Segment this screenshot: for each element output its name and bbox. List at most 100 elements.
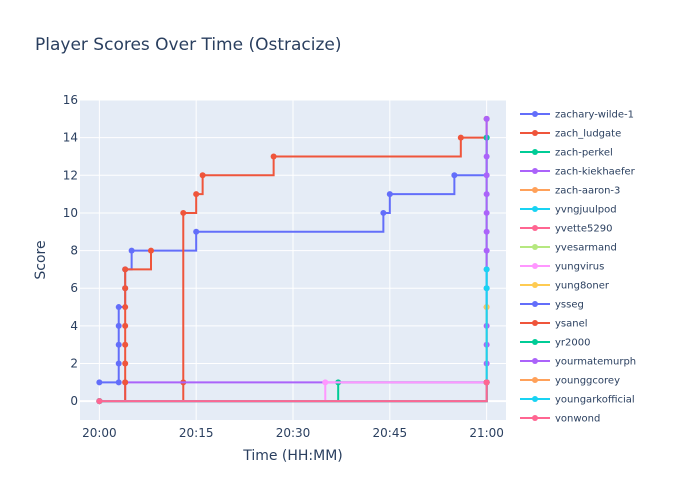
x-tick-label-1: 20:15: [179, 426, 214, 440]
legend-swatch-marker-zach-perkel: [532, 149, 538, 155]
series-point-zach-kiekhaefer-10: [483, 209, 490, 216]
series-point-zach_ludgate-3: [193, 191, 200, 198]
legend-item-yvngjuulpod[interactable]: yvngjuulpod: [520, 205, 617, 216]
y-tick-label-0: 0: [70, 394, 78, 408]
series-point-ysanel-4: [122, 322, 129, 329]
series-point-ysanel-3: [122, 341, 129, 348]
legend-label-yvesarmand: yvesarmand: [555, 243, 617, 254]
legend-label-yonwond: yonwond: [555, 414, 600, 425]
legend-swatch-marker-ysseg: [532, 301, 538, 307]
series-point-zachary-wilde-1-9: [193, 228, 200, 235]
legend-swatch-marker-younggcorey: [532, 377, 538, 383]
series-point-zachary-wilde-1-12: [451, 172, 458, 179]
traces: [96, 115, 490, 405]
legend-label-zach-aaron-3: zach-aaron-3: [555, 186, 620, 197]
plot-area: 0 2 4 6 8 10 12 14 16 20:00 20:15 20:30 20:45 21:00: [63, 93, 506, 440]
legend-items[interactable]: zachary-wilde-1 zach_ludgate zach-perkel za…: [520, 110, 636, 425]
series-point-zach-kiekhaefer-12: [483, 172, 490, 179]
x-axis-title: Time (HH:MM): [242, 448, 343, 464]
legend-item-zach-kiekhaefer[interactable]: zach-kiekhaefer: [520, 167, 636, 178]
legend-item-yvette5290[interactable]: yvette5290: [520, 224, 612, 235]
legend-label-ysanel: ysanel: [555, 319, 588, 330]
series-point-zachary-wilde-1-4: [115, 322, 122, 329]
series-point-zachary-wilde-1-8: [128, 247, 135, 254]
series-point-zach_ludgate-6: [457, 134, 464, 141]
legend-item-yungvirus[interactable]: yungvirus: [520, 262, 604, 273]
series-yonwond: [96, 379, 490, 405]
y-tick-label-7: 14: [63, 131, 78, 145]
legend-swatch-marker-youngarkofficial: [532, 396, 538, 402]
legend[interactable]: zachary-wilde-1 zach_ludgate zach-perkel za…: [520, 110, 636, 425]
series-point-zach-kiekhaefer-9: [483, 228, 490, 235]
legend-item-yvesarmand[interactable]: yvesarmand: [520, 243, 617, 254]
x-tick-label-4: 21:00: [469, 426, 504, 440]
legend-item-yonwond[interactable]: yonwond: [520, 414, 600, 425]
series-point-ysanel-8: [148, 247, 154, 254]
legend-item-yourmatemurph[interactable]: yourmatemurph: [520, 357, 636, 368]
legend-label-yvngjuulpod: yvngjuulpod: [555, 205, 617, 216]
legend-item-younggcorey[interactable]: younggcorey: [520, 376, 620, 387]
legend-swatch-marker-yr2000: [532, 339, 538, 345]
y-tick-label-4: 8: [70, 244, 78, 258]
series-point-zachary-wilde-1-10: [380, 209, 387, 216]
legend-item-youngarkofficial[interactable]: youngarkofficial: [520, 395, 635, 406]
legend-swatch-marker-zach-kiekhaefer: [532, 168, 538, 174]
series-point-youngarkofficial-1: [483, 285, 490, 292]
series-point-zachary-wilde-1-1: [115, 379, 122, 386]
series-point-yonwond-1: [483, 379, 490, 386]
legend-swatch-marker-yvngjuulpod: [532, 206, 538, 212]
legend-label-zach_ludgate: zach_ludgate: [555, 129, 621, 140]
legend-item-yung8oner[interactable]: yung8oner: [520, 281, 610, 292]
legend-swatch-marker-yvette5290: [532, 225, 538, 231]
series-point-yungvirus-1: [322, 379, 329, 386]
series-point-ysanel-1: [122, 379, 129, 386]
series-point-zach-kiekhaefer-11: [483, 191, 490, 198]
legend-swatch-marker-zach_ludgate: [532, 130, 538, 136]
legend-label-yungvirus: yungvirus: [555, 262, 604, 273]
legend-swatch-marker-yonwond: [532, 415, 538, 421]
y-tick-label-8: 16: [63, 93, 78, 107]
series-point-zach-kiekhaefer-14: [483, 115, 490, 122]
y-tick-label-6: 12: [63, 168, 78, 182]
legend-item-zachary-wilde-1[interactable]: zachary-wilde-1: [520, 110, 634, 121]
y-axis-title: Score: [33, 240, 49, 279]
legend-item-zach-aaron-3[interactable]: zach-aaron-3: [520, 186, 620, 197]
chart-title: Player Scores Over Time (Ostracize): [35, 35, 342, 55]
series-point-ysanel-5: [122, 304, 129, 311]
series-point-zach-kiekhaefer-8: [483, 247, 490, 254]
legend-label-yourmatemurph: yourmatemurph: [555, 357, 636, 368]
series-zachary-wilde-1: [96, 134, 490, 386]
series-line-yonwond: [99, 382, 488, 403]
series-line-zach_ludgate: [99, 118, 488, 403]
legend-swatch-marker-ysanel: [532, 320, 538, 326]
y-tick-label-2: 4: [70, 319, 78, 333]
legend-label-yung8oner: yung8oner: [555, 281, 610, 292]
legend-item-zach_ludgate[interactable]: zach_ludgate: [520, 129, 621, 140]
series-point-zachary-wilde-1-11: [386, 191, 393, 198]
legend-label-yr2000: yr2000: [555, 338, 590, 349]
legend-label-zach-kiekhaefer: zach-kiekhaefer: [555, 167, 636, 178]
y-tick-label-3: 6: [70, 281, 78, 295]
series-point-ysanel-2: [122, 360, 129, 367]
legend-swatch-marker-yvesarmand: [532, 244, 538, 250]
y-tick-label-1: 2: [70, 357, 78, 371]
x-tick-label-3: 20:45: [373, 426, 408, 440]
series-point-youngarkofficial-2: [483, 266, 490, 273]
series-point-ysanel-7: [122, 266, 129, 273]
legend-item-yr2000[interactable]: yr2000: [520, 338, 590, 349]
legend-item-ysanel[interactable]: ysanel: [520, 319, 588, 330]
series-point-zach_ludgate-4: [199, 172, 206, 179]
series-point-yonwond-0: [96, 398, 103, 405]
legend-label-zachary-wilde-1: zachary-wilde-1: [555, 110, 634, 121]
series-point-zach_ludgate-2: [180, 209, 187, 216]
series-point-zach-kiekhaefer-13: [483, 153, 490, 160]
series-point-ysanel-6: [122, 285, 129, 292]
legend-item-zach-perkel[interactable]: zach-perkel: [520, 148, 613, 159]
x-tick-label-0: 20:00: [82, 426, 117, 440]
legend-item-ysseg[interactable]: ysseg: [520, 300, 584, 311]
legend-label-zach-perkel: zach-perkel: [555, 148, 613, 159]
legend-label-ysseg: ysseg: [555, 300, 584, 311]
legend-swatch-marker-yung8oner: [532, 282, 538, 288]
